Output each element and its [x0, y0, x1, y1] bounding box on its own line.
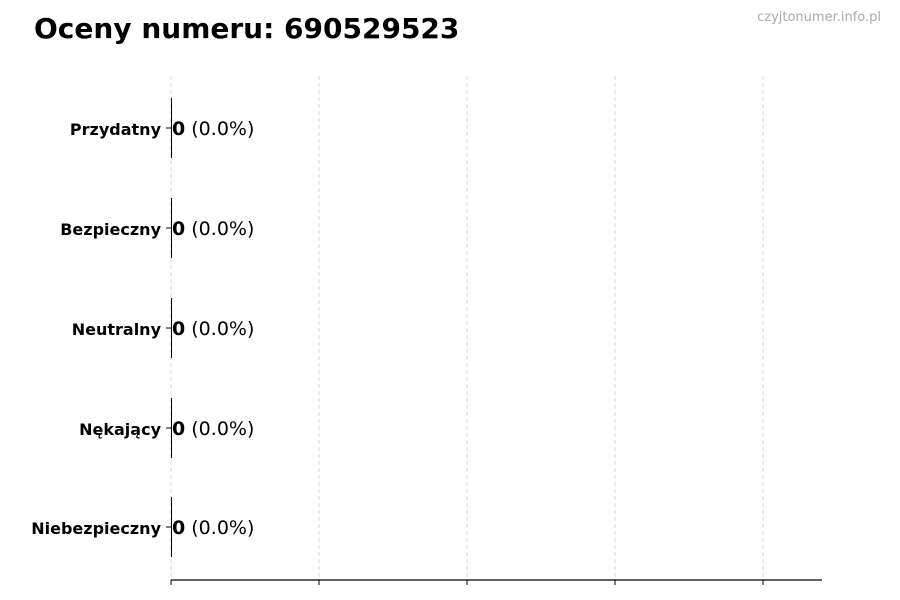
- data-label: 0 (0.0%): [172, 318, 254, 340]
- count-label: 0: [172, 517, 185, 539]
- data-label: 0 (0.0%): [172, 118, 254, 140]
- chart-title: Oceny numeru: 690529523: [34, 12, 460, 45]
- category-label: Nękający: [79, 420, 161, 439]
- bar: [171, 298, 172, 358]
- percent-label: (0.0%): [185, 318, 254, 340]
- bar: [171, 98, 172, 158]
- data-label: 0 (0.0%): [172, 418, 254, 440]
- bar: [171, 497, 172, 557]
- data-label: 0 (0.0%): [172, 517, 254, 539]
- watermark: czyjtonumer.info.pl: [757, 10, 881, 25]
- count-label: 0: [172, 318, 185, 340]
- category-label: Bezpieczny: [60, 220, 161, 239]
- category-label: Przydatny: [70, 120, 162, 139]
- count-label: 0: [172, 218, 185, 240]
- data-label: 0 (0.0%): [172, 218, 254, 240]
- percent-label: (0.0%): [185, 517, 254, 539]
- category-label: Neutralny: [72, 320, 162, 339]
- count-label: 0: [172, 418, 185, 440]
- count-label: 0: [172, 118, 185, 140]
- percent-label: (0.0%): [185, 118, 254, 140]
- percent-label: (0.0%): [185, 218, 254, 240]
- category-label: Niebezpieczny: [31, 519, 161, 538]
- bar: [171, 198, 172, 258]
- percent-label: (0.0%): [185, 418, 254, 440]
- bar: [171, 398, 172, 458]
